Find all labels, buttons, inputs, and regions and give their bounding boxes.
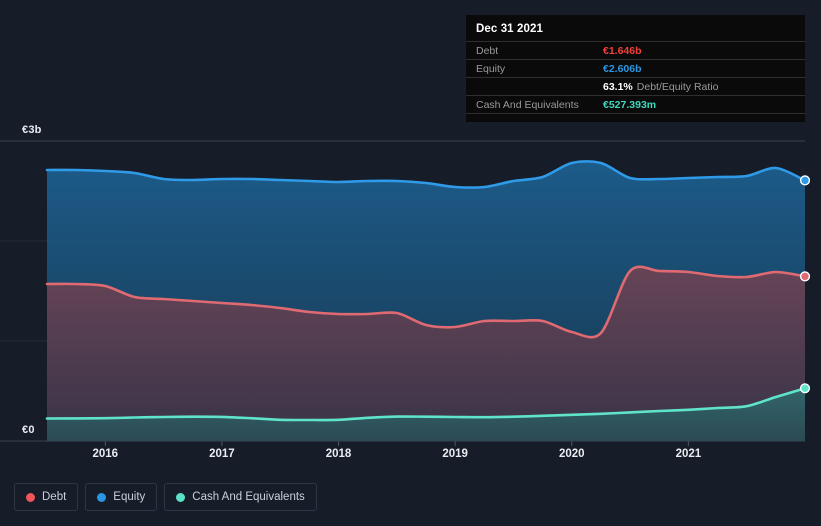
tooltip-row-ratio: 63.1% Debt/Equity Ratio [466,77,805,95]
legend-color-dot-icon [176,492,186,502]
tooltip-equity-value: €2.606b [603,62,642,75]
chart-legend: Debt Equity Cash And Equivalents [14,483,317,511]
tooltip-debt-value: €1.646b [603,44,642,57]
legend-item-equity[interactable]: Equity [85,483,158,511]
series-lines [45,160,807,422]
tooltip-equity-label: Equity [476,62,506,75]
legend-item-label: Equity [113,491,146,503]
legend-item-label: Debt [42,491,67,503]
tooltip-date: Dec 31 2021 [476,23,543,35]
tooltip-row-debt: Debt €1.646b [466,41,805,59]
tooltip-ratio-value: 63.1% [603,80,633,93]
data-tooltip: Dec 31 2021 Debt €1.646b Equity €2.606b … [466,15,805,122]
x-axis-tick-2019: 2019 [442,448,468,460]
x-axis-ticks [104,441,689,446]
legend-color-dot-icon [97,492,107,502]
y-axis-label-top: €3b [22,124,42,136]
tooltip-row-equity: Equity €2.606b [466,59,805,77]
series-endpoint-markers [799,175,811,394]
tooltip-cash-value: €527.393m [603,98,657,111]
tooltip-debt-label: Debt [476,44,499,57]
legend-item-debt[interactable]: Debt [14,483,79,511]
x-axis-tick-2020: 2020 [558,448,585,460]
legend-color-dot-icon [26,492,35,502]
x-axis-tick-2017: 2017 [209,448,235,460]
tooltip-row-cash: Cash And Equivalents €527.393m [466,95,805,114]
legend-item-cash-and-equivalents[interactable]: Cash And Equivalents [164,483,317,511]
legend-item-label: Cash And Equivalents [192,491,305,503]
x-axis-tick-2021: 2021 [675,448,702,460]
tooltip-cash-label: Cash And Equivalents [476,98,579,111]
x-axis-tick-2016: 2016 [92,448,119,460]
area-fills [47,161,805,441]
tooltip-ratio-label: Debt/Equity Ratio [636,80,719,93]
y-axis-label-bottom: €0 [22,424,35,436]
x-axis-tick-2018: 2018 [325,448,352,460]
